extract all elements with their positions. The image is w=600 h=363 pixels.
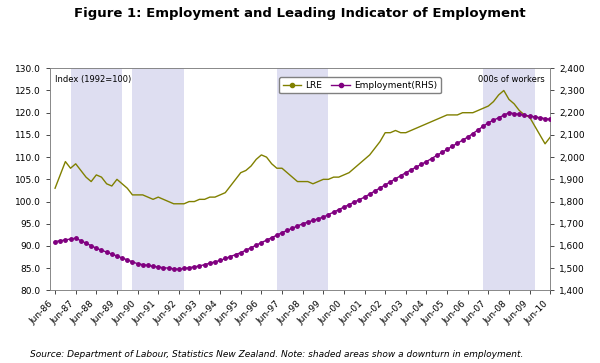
LRE [52, 186, 59, 191]
Employment(RHS) [67, 237, 74, 241]
Employment(RHS) [185, 265, 193, 270]
LRE [340, 173, 347, 177]
Text: Figure 1: Employment and Leading Indicator of Employment: Figure 1: Employment and Leading Indicat… [74, 7, 526, 20]
Text: 000s of workers: 000s of workers [478, 75, 545, 84]
Employment(RHS) [439, 150, 446, 155]
Employment(RHS) [88, 244, 95, 248]
Line: LRE: LRE [55, 90, 550, 204]
Bar [71, 68, 122, 290]
Line: Employment(RHS): Employment(RHS) [53, 111, 552, 271]
LRE [304, 179, 311, 184]
Legend: LRE, Employment(RHS): LRE, Employment(RHS) [280, 77, 441, 93]
LRE [170, 201, 177, 206]
Employment(RHS) [304, 220, 311, 224]
Employment(RHS) [175, 267, 182, 272]
LRE [500, 88, 508, 93]
LRE [547, 135, 554, 139]
Employment(RHS) [505, 110, 512, 115]
LRE [88, 179, 95, 184]
Employment(RHS) [340, 205, 347, 209]
LRE [439, 115, 446, 119]
Employment(RHS) [547, 117, 554, 122]
Employment(RHS) [52, 239, 59, 244]
Text: Index (1992=100): Index (1992=100) [55, 75, 131, 84]
Bar [133, 68, 184, 290]
Text: Source: Department of Labour, Statistics New Zealand. Note: shaded areas show a : Source: Department of Labour, Statistics… [30, 350, 523, 359]
Bar [277, 68, 328, 290]
LRE [67, 166, 74, 170]
LRE [185, 199, 193, 204]
Bar [483, 68, 535, 290]
